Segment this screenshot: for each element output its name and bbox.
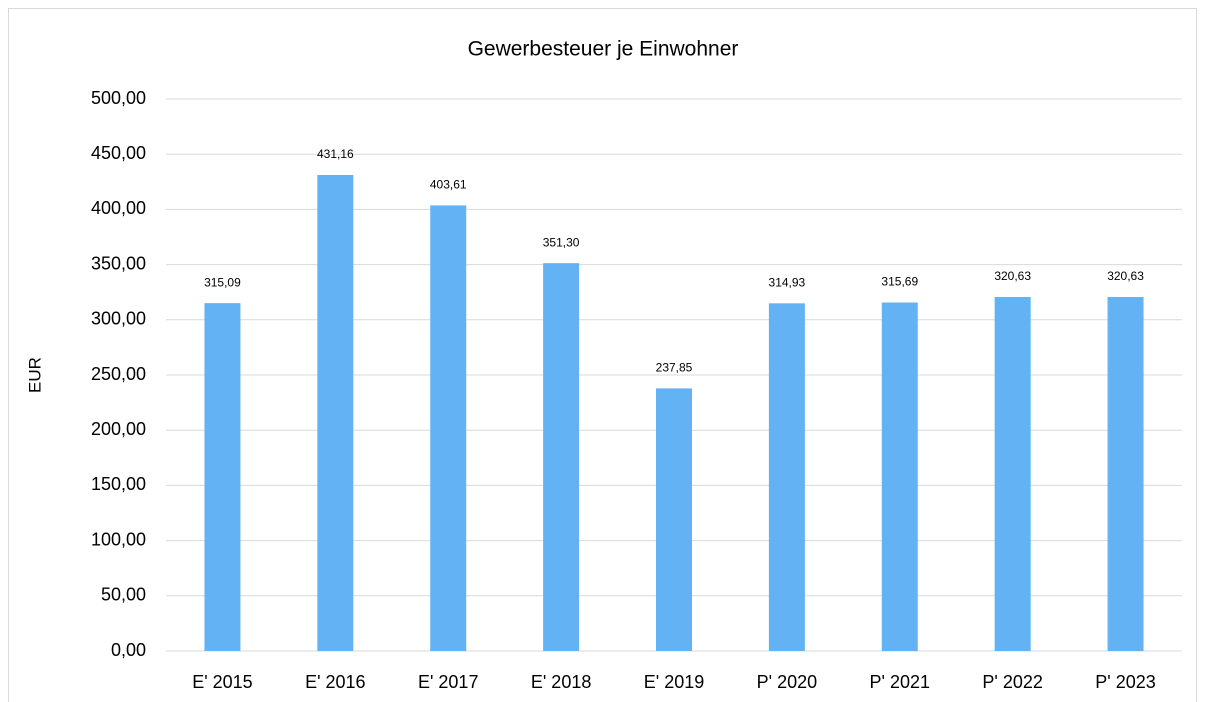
x-tick-label: E' 2018: [531, 672, 592, 692]
x-tick-label: P' 2020: [757, 672, 818, 692]
y-axis-title: EUR: [25, 357, 44, 393]
data-label: 320,63: [994, 269, 1031, 283]
x-tick-label: E' 2015: [192, 672, 253, 692]
x-tick-label: E' 2017: [418, 672, 479, 692]
bar: [1107, 297, 1144, 651]
data-label: 431,16: [317, 147, 354, 161]
x-tick-label: E' 2016: [305, 672, 366, 692]
chart-title: Gewerbesteuer je Einwohner: [468, 38, 739, 61]
data-label: 351,30: [543, 235, 580, 249]
bar: [430, 205, 467, 652]
data-label: 315,69: [881, 275, 918, 289]
y-tick-label: 0,00: [111, 640, 146, 660]
bar: [994, 297, 1031, 651]
data-label: 315,09: [204, 275, 241, 289]
y-tick-label: 300,00: [91, 309, 146, 329]
bar: [317, 174, 354, 651]
bar: [656, 388, 692, 651]
y-tick-label: 200,00: [91, 419, 146, 439]
y-tick-label: 50,00: [101, 585, 146, 605]
x-tick-label: P' 2021: [870, 672, 931, 692]
data-label: 403,61: [430, 178, 467, 192]
y-tick-label: 500,00: [91, 88, 146, 108]
y-tick-label: 250,00: [91, 364, 146, 384]
bar: [204, 303, 241, 651]
y-tick-label: 350,00: [91, 253, 146, 273]
y-tick-label: 150,00: [91, 474, 146, 494]
bar: [543, 263, 580, 651]
bar: [768, 303, 805, 651]
bar: [881, 302, 918, 651]
y-tick-label: 400,00: [91, 198, 146, 218]
data-label: 314,93: [769, 275, 806, 289]
x-tick-label: P' 2022: [982, 672, 1043, 692]
data-label: 237,85: [656, 361, 693, 375]
data-label: 320,63: [1107, 269, 1144, 283]
y-tick-label: 450,00: [91, 143, 146, 163]
x-tick-label: P' 2023: [1095, 672, 1156, 692]
x-tick-label: E' 2019: [644, 672, 705, 692]
y-tick-label: 100,00: [91, 529, 146, 549]
